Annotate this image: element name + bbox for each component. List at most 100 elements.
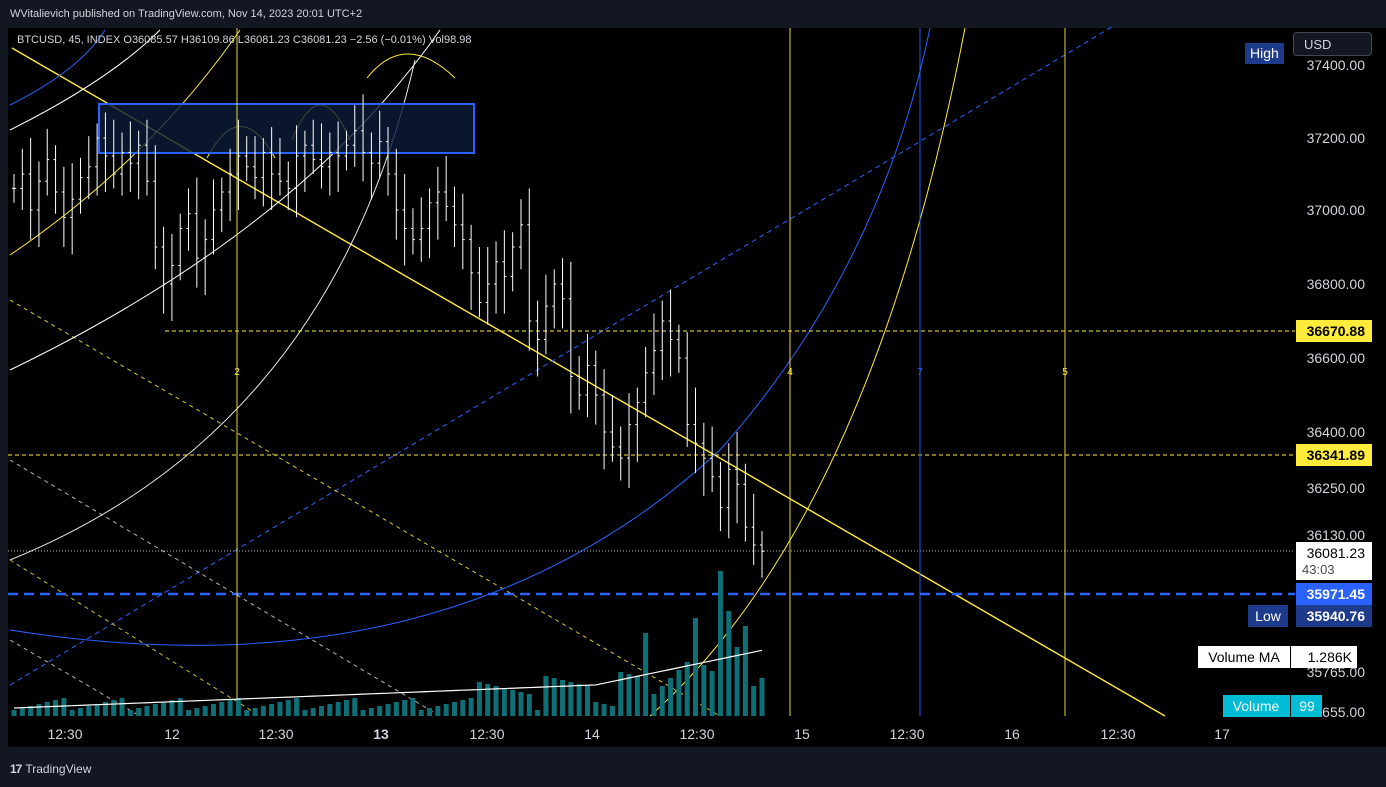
volume-bar [277, 702, 283, 716]
volume-bar [44, 702, 50, 716]
close-value: 36081.23 [300, 34, 347, 46]
price-tag [1296, 444, 1372, 466]
volume-bar [177, 698, 183, 716]
volume-bar [169, 700, 175, 716]
volume-bar [127, 710, 133, 716]
bottom-bar [0, 747, 1386, 787]
price-tag-label: Low [1255, 608, 1282, 624]
price-tag-value: 35940.76 [1307, 608, 1366, 624]
price-tick-label: 36800.00 [1307, 276, 1366, 292]
volume-bar [161, 702, 167, 716]
tradingview-logo[interactable]: 17 TradingView [10, 762, 91, 776]
volume-bar [485, 684, 491, 716]
price-tag [1296, 542, 1372, 580]
vol-value: 98.98 [443, 34, 472, 46]
parallel-line [9, 639, 141, 717]
low-value: 36081.23 [243, 34, 290, 46]
trend-line [11, 47, 1166, 717]
low-label: L [237, 34, 244, 46]
volume-bar [668, 678, 674, 716]
change-value: −2.56 (−0.01%) [349, 34, 426, 46]
volume-layer [11, 571, 765, 716]
volume-bar [593, 702, 599, 716]
drawings-layer: 2 4 7 5 [8, 24, 1295, 717]
volume-bar [260, 706, 266, 716]
arc-line [9, 59, 416, 561]
tradingview-mark-icon: 17 [10, 762, 22, 776]
volume-bar [726, 611, 732, 716]
volume-bar [501, 688, 507, 716]
volume-bar [186, 710, 192, 716]
volume-bar [102, 702, 108, 716]
time-tick-label: 12:30 [679, 726, 714, 742]
volume-bar [28, 706, 34, 716]
volume-bar [319, 706, 325, 716]
volume-bar [568, 682, 574, 716]
vertical-marker-label: 7 [917, 367, 923, 378]
volume-bar [11, 710, 17, 716]
time-axis-background [8, 716, 1386, 747]
range-box [98, 103, 475, 154]
volume-bar [377, 706, 383, 716]
price-tick-label: 37000.00 [1307, 202, 1366, 218]
volume-bar [368, 708, 374, 716]
time-tick-label: 16 [1004, 726, 1020, 742]
price-tag [1296, 320, 1372, 342]
volume-bar [352, 698, 358, 716]
volume-bar [751, 686, 757, 716]
volume-bar [53, 700, 59, 716]
time-tick-label: 14 [584, 726, 600, 742]
arc-line [9, 29, 161, 131]
time-tick-label: 13 [373, 726, 389, 742]
volume-bar [219, 702, 225, 716]
volume-bar [734, 647, 740, 716]
price-tag-value: 35971.45 [1307, 586, 1366, 602]
volume-bar [343, 700, 349, 716]
volume-ma-tag [1198, 646, 1290, 668]
volume-bar [252, 708, 258, 716]
volume-bar [535, 710, 541, 716]
time-tick-label: 15 [794, 726, 810, 742]
volume-label: Volume [1233, 698, 1280, 714]
volume-value-bg [1291, 695, 1322, 717]
volume-bar [427, 708, 433, 716]
open-label: O [123, 34, 132, 46]
volume-bar [285, 700, 291, 716]
volume-bar [634, 676, 640, 716]
high-tag: High [1245, 43, 1284, 64]
volume-bar [551, 678, 557, 716]
volume-bar [393, 702, 399, 716]
arc-line [9, 29, 106, 106]
volume-bar [86, 706, 92, 716]
volume-bar [659, 686, 665, 716]
volume-bar [584, 686, 590, 716]
volume-bar [676, 670, 682, 716]
volume-bar [94, 704, 100, 716]
vertical-marker-label: 4 [787, 367, 793, 378]
arc-line [649, 27, 966, 717]
currency-button[interactable]: USD [1293, 32, 1372, 56]
price-tag [1296, 605, 1372, 627]
volume-bar [327, 704, 333, 716]
high-value: 36109.86 [188, 34, 235, 46]
price-tick-label: 36130.00 [1307, 527, 1366, 543]
volume-bar [244, 710, 250, 716]
volume-bar [709, 671, 715, 716]
vol-label: Vol [428, 34, 444, 46]
volume-bar [435, 706, 441, 716]
volume-bar [410, 698, 416, 716]
time-tick-label: 12 [164, 726, 180, 742]
volume-bar [194, 708, 200, 716]
volume-ma-value: 1.286K [1308, 649, 1353, 665]
arc-line [9, 27, 931, 646]
price-tick-label: 36400.00 [1307, 424, 1366, 440]
top-bar: WVitalievich published on TradingView.co… [0, 0, 1386, 28]
price-tag-value: 36081.23 [1307, 545, 1366, 561]
price-tick-label: 37400.00 [1307, 57, 1366, 73]
symbol-label[interactable]: BTCUSD, 45, INDEX [17, 34, 121, 46]
close-label: C [292, 34, 301, 46]
volume-bar [451, 702, 457, 716]
volume-bar [210, 704, 216, 716]
arc-small [366, 53, 456, 79]
